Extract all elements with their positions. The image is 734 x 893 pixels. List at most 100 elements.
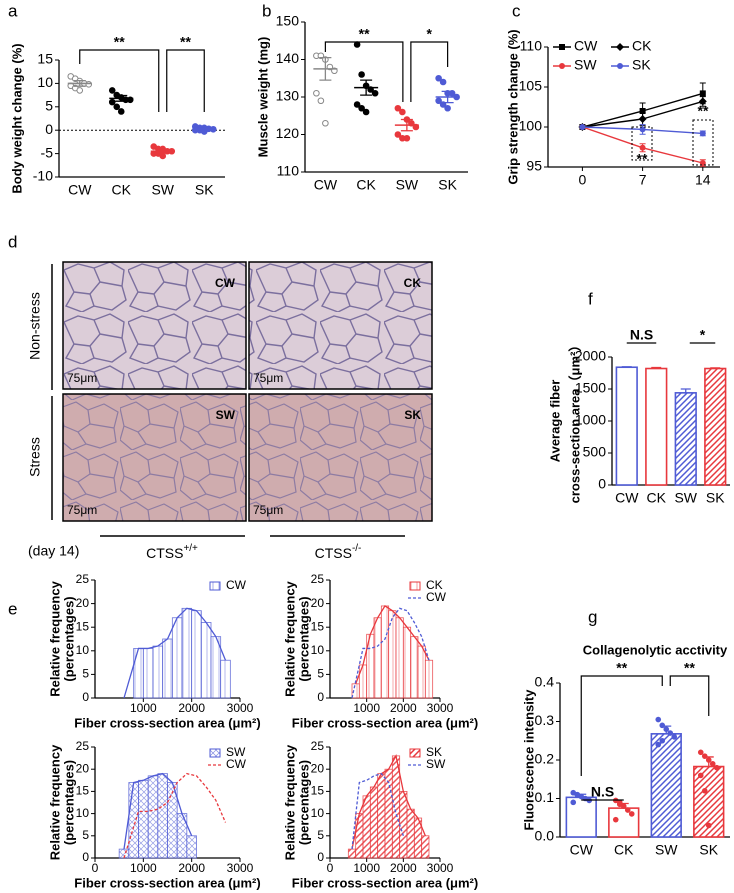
data-point (697, 749, 704, 756)
y-tick-label: 25 (76, 739, 90, 753)
x-axis-label: Fiber cross-section area (μm²) (292, 715, 478, 730)
histogram-bar (191, 610, 202, 699)
data-point (76, 87, 84, 94)
significance-label: ** (637, 151, 648, 167)
day-label: (day 14) (28, 543, 79, 559)
x-tick-label: 0 (327, 861, 334, 875)
x-tick-label: 2000 (390, 701, 417, 715)
bar (650, 733, 682, 838)
y-tick-label: 0 (82, 690, 89, 704)
y-tick-label: 0.0 (535, 828, 555, 844)
y-tick-label: 0.2 (535, 751, 555, 767)
significance-label: ** (114, 34, 125, 50)
significance-bracket (410, 41, 449, 102)
data-point (616, 799, 623, 806)
x-tick-label: 0 (579, 172, 587, 188)
legend-label: SW (574, 57, 597, 73)
micrograph (62, 393, 247, 522)
x-tick-label: 3000 (227, 701, 254, 715)
significance-label: ** (698, 103, 709, 119)
data-point (701, 753, 708, 759)
y-tick-label: 130 (276, 88, 300, 104)
data-point (612, 816, 619, 823)
y-tick-label: 20 (311, 761, 325, 775)
data-point (444, 104, 451, 112)
x-tick-label: 2000 (390, 861, 417, 875)
y-axis-label: (percentages) (296, 596, 311, 681)
y-tick-label: 10 (76, 643, 90, 657)
error-bar (400, 118, 413, 132)
x-tick-label: 0 (92, 861, 99, 875)
data-point (620, 803, 627, 809)
chart-title: Collagenolytic acctivity (583, 642, 728, 657)
marker (639, 144, 646, 151)
histogram-bar (142, 648, 154, 699)
x-tick-label: 2000 (178, 861, 205, 875)
y-tick-label: 0 (45, 121, 53, 137)
x-tick-label: 1000 (130, 701, 157, 715)
x-tick-label: 1000 (130, 861, 157, 875)
data-point (659, 722, 666, 729)
y-tick-label: 100 (519, 118, 543, 134)
y-tick-label: 5 (82, 828, 89, 842)
error-bar (360, 79, 373, 96)
y-axis-label: Fluorescence intensity (521, 689, 536, 831)
significance-bracket (669, 675, 710, 716)
legend-label: CW (226, 757, 247, 771)
x-tick-label: CK (647, 490, 667, 506)
x-tick-label: CW (314, 177, 338, 193)
curve (123, 772, 227, 859)
x-tick-label: 14 (695, 172, 711, 188)
legend-swatch (409, 581, 421, 591)
marker (699, 130, 706, 137)
curve (351, 772, 404, 850)
micrograph-label: SK (404, 408, 421, 422)
y-tick-label: 15 (311, 619, 325, 633)
marker (617, 63, 623, 69)
y-tick-label: 1500 (575, 380, 606, 396)
data-point (705, 757, 712, 763)
curve (123, 607, 227, 699)
scale-bar-label: 75μm (253, 371, 283, 385)
y-tick-label: 5 (82, 667, 89, 681)
panel-label: e (8, 599, 17, 618)
data-point (322, 119, 329, 127)
legend-label: SW (426, 757, 446, 771)
x-tick-label: CK (112, 182, 132, 198)
x-tick-label: CW (570, 842, 594, 858)
x-tick-label: SW (674, 490, 697, 506)
y-axis-label: Relative frequency (47, 744, 62, 860)
micrograph-label: CW (215, 276, 236, 290)
x-axis-label: Fiber cross-section area (μm²) (292, 875, 478, 890)
y-tick-label: 0.1 (535, 789, 555, 805)
y-axis-label: cross-section area（μm²） (567, 339, 582, 504)
marker (616, 43, 624, 51)
y-tick-label: 120 (276, 125, 300, 141)
marker (639, 108, 646, 114)
error-bar (319, 56, 332, 81)
y-tick-label: 0 (82, 850, 89, 864)
data-point (667, 730, 674, 736)
data-point (353, 101, 361, 108)
y-axis-label: Body weight change (%) (9, 43, 24, 193)
significance-label: ** (180, 34, 191, 50)
y-tick-label: 5 (317, 667, 324, 681)
y-tick-label: 95 (526, 158, 542, 174)
y-tick-label: 15 (311, 784, 325, 798)
data-point (403, 134, 411, 142)
legend-label: CK (426, 578, 443, 592)
x-tick-label: SK (438, 177, 457, 193)
row-label: Non-stress (27, 292, 43, 360)
histogram-bar (157, 773, 168, 859)
significance-label: ** (684, 660, 695, 676)
data-point (659, 737, 666, 744)
histogram-bar (380, 605, 390, 699)
legend-label: SW (226, 745, 246, 759)
y-tick-label: 25 (311, 739, 325, 753)
marker (579, 124, 586, 130)
histogram-bar (138, 779, 149, 859)
micrograph (62, 261, 247, 390)
y-tick-label: 140 (276, 50, 300, 66)
